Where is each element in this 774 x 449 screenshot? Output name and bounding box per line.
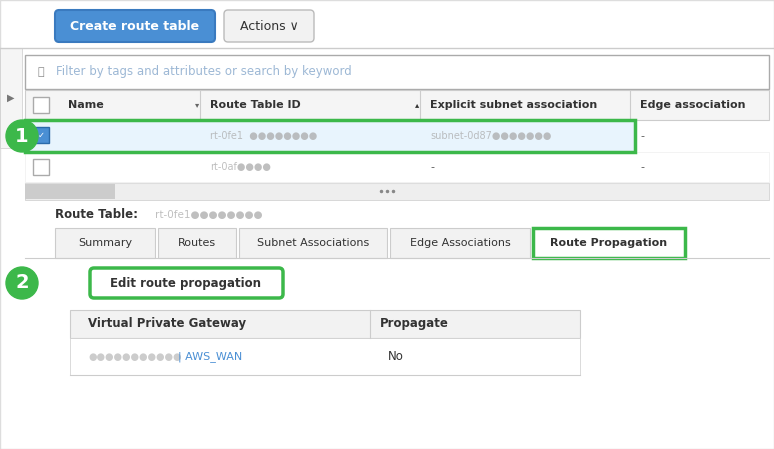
Text: ▾: ▾ [195, 101, 199, 110]
Bar [533, 228, 685, 258]
Text: Filter by tags and attributes or search by keyword: Filter by tags and attributes or search … [56, 66, 351, 79]
Text: ●●●●●●●●●●●: ●●●●●●●●●●● [88, 352, 181, 362]
Bar [33, 159, 49, 175]
Text: Edge Associations: Edge Associations [409, 238, 510, 248]
Bar [70, 338, 580, 375]
Text: ✓: ✓ [37, 131, 44, 140]
Bar [25, 90, 769, 120]
Circle shape [6, 267, 38, 299]
Text: Edge association: Edge association [640, 100, 745, 110]
Bar [25, 152, 769, 182]
Text: Explicit subnet association: Explicit subnet association [430, 100, 598, 110]
Bar [239, 228, 387, 258]
Text: Subnet Associations: Subnet Associations [257, 238, 369, 248]
Text: Virtual Private Gateway: Virtual Private Gateway [88, 317, 246, 330]
FancyBboxPatch shape [224, 10, 314, 42]
Text: Route Table ID: Route Table ID [210, 100, 301, 110]
Text: rt-0fe1●●●●●●●●: rt-0fe1●●●●●●●● [155, 210, 262, 220]
Bar [25, 55, 769, 89]
Bar [33, 97, 49, 113]
Text: -: - [640, 131, 644, 141]
Bar [25, 120, 635, 152]
FancyBboxPatch shape [90, 268, 283, 298]
Circle shape [6, 120, 38, 152]
Text: ▴: ▴ [415, 101, 420, 110]
Text: Propagate: Propagate [380, 317, 449, 330]
Text: No: No [388, 351, 404, 364]
Bar [0, 48, 22, 148]
Text: rt-0fe1  ●●●●●●●●: rt-0fe1 ●●●●●●●● [210, 131, 317, 141]
Text: 🔍: 🔍 [38, 67, 45, 77]
Text: Name: Name [68, 100, 104, 110]
Text: Actions ∨: Actions ∨ [240, 19, 298, 32]
Bar [70, 310, 580, 338]
Bar [55, 228, 155, 258]
Bar [33, 127, 49, 143]
Bar [25, 183, 769, 200]
Text: 2: 2 [15, 273, 29, 292]
Bar [158, 228, 236, 258]
Text: -: - [640, 162, 644, 172]
Bar [25, 184, 115, 199]
Text: | AWS_WAN: | AWS_WAN [178, 352, 242, 362]
Text: Summary: Summary [78, 238, 132, 248]
Text: Route Table:: Route Table: [55, 208, 138, 221]
Text: subnet-0d87●●●●●●●: subnet-0d87●●●●●●● [430, 131, 551, 141]
Text: Route Propagation: Route Propagation [550, 238, 667, 248]
Text: 1: 1 [15, 127, 29, 145]
Bar [390, 228, 530, 258]
Text: Routes: Routes [178, 238, 216, 248]
Text: Edit route propagation: Edit route propagation [111, 277, 262, 290]
Text: rt-0af●●●●: rt-0af●●●● [210, 162, 271, 172]
FancyBboxPatch shape [55, 10, 215, 42]
Text: -: - [430, 162, 434, 172]
Text: Create route table: Create route table [70, 19, 200, 32]
Text: ▶: ▶ [7, 93, 15, 103]
